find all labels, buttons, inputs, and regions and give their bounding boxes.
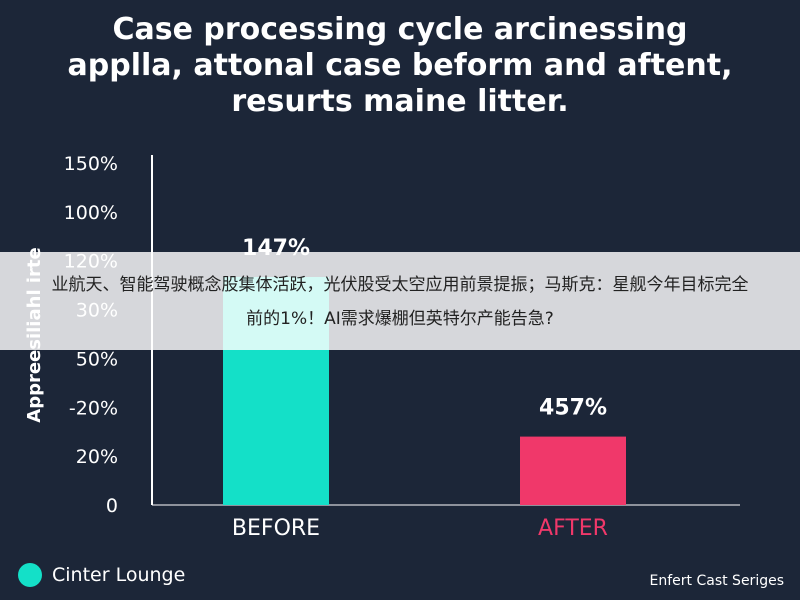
chart-title-line-1: Case processing cycle arcinessing bbox=[112, 12, 688, 47]
y-tick-label: 150% bbox=[64, 153, 118, 175]
chart-title-line-2: applla, attonal case beform and aftent, bbox=[67, 48, 733, 83]
banner-line-2: 前的1%！AI需求爆棚但英特尔产能告急? bbox=[246, 309, 554, 329]
y-tick-label: 0 bbox=[106, 495, 118, 517]
bar-after bbox=[520, 436, 626, 505]
x-category-label: AFTER bbox=[538, 516, 608, 541]
legend-label: Cinter Lounge bbox=[52, 564, 186, 586]
y-tick-label: -20% bbox=[69, 397, 118, 419]
x-category-label: BEFORE bbox=[232, 516, 320, 541]
banner-line-1: 业航天、智能驾驶概念股集体活跃，光伏股受太空应用前景提振；马斯克：星舰今年目标完… bbox=[51, 275, 749, 295]
y-tick-label: 20% bbox=[76, 446, 118, 468]
data-label: 457% bbox=[539, 396, 607, 421]
y-tick-label: 100% bbox=[64, 202, 118, 224]
y-tick-label: 50% bbox=[76, 348, 118, 370]
news-overlay-banner: 业航天、智能驾驶概念股集体活跃，光伏股受太空应用前景提振；马斯克：星舰今年目标完… bbox=[0, 252, 800, 350]
footer-caption: Enfert Cast Seriges bbox=[649, 573, 784, 589]
legend-swatch-icon bbox=[18, 563, 42, 587]
chart-title-line-3: resurts maine litter. bbox=[231, 84, 569, 119]
legend: Cinter Lounge bbox=[18, 563, 185, 587]
